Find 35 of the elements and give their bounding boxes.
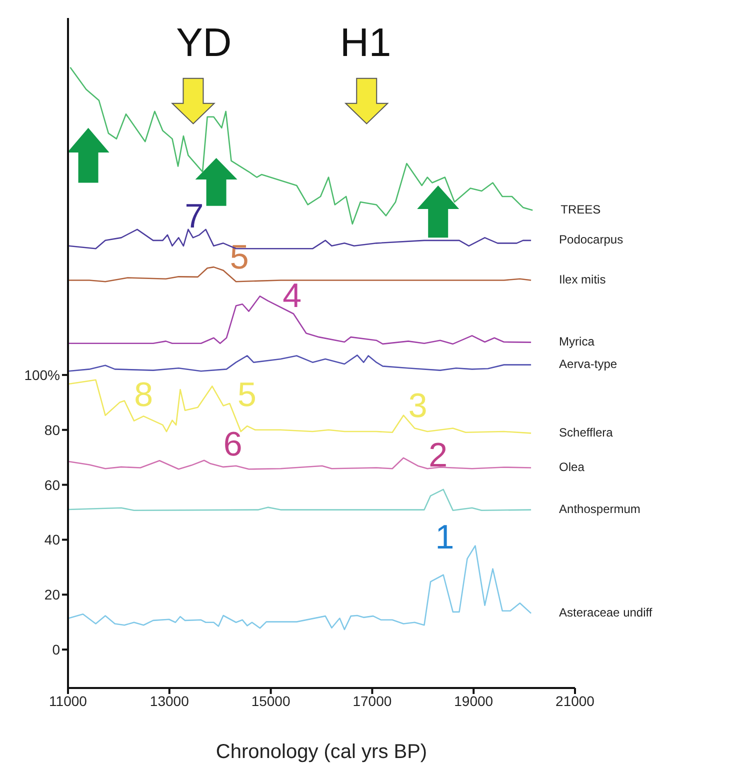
annotation: 4	[282, 277, 302, 316]
text: Podocarpus	[559, 232, 624, 247]
annotation: H1	[340, 21, 392, 66]
x-axis-title: Chronology (cal yrs BP)	[216, 741, 428, 763]
annotation: 6	[223, 425, 242, 464]
text: Schefflera	[559, 425, 614, 440]
line-series	[68, 354, 532, 372]
y-tick-label: 0	[52, 642, 60, 658]
x-tick-label: 21000	[556, 692, 595, 709]
text: Olea	[559, 460, 585, 474]
annotation: 7	[184, 197, 204, 236]
y-tick-label: 20	[44, 586, 60, 603]
x-tick-label: 13000	[150, 692, 190, 709]
text: Ilex mitis	[559, 272, 606, 286]
annotation: 2	[428, 436, 448, 474]
text: Asteraceae undiff	[559, 605, 653, 620]
y-tick-label: 60	[44, 476, 60, 493]
annotation: 3	[408, 386, 428, 425]
text: Aerva-type	[559, 356, 618, 371]
text: Anthospermum	[559, 502, 640, 516]
text: Myrica	[559, 334, 595, 348]
y-tick-label: 80	[44, 422, 60, 438]
x-tick-label: 11000	[49, 692, 88, 709]
y-tick-label: 100%	[24, 366, 60, 383]
x-tick-label: 19000	[454, 692, 494, 709]
text: TREES	[560, 202, 601, 216]
annotation: 5	[230, 238, 249, 277]
x-tick-label: 17000	[352, 692, 392, 709]
x-tick-label: 15000	[251, 692, 290, 709]
annotation: YD	[176, 21, 232, 66]
annotation: 8	[134, 376, 154, 414]
y-tick-label: 40	[44, 532, 60, 548]
line-series	[68, 488, 532, 511]
annotation: 5	[238, 376, 256, 414]
annotation: 1	[435, 518, 454, 557]
